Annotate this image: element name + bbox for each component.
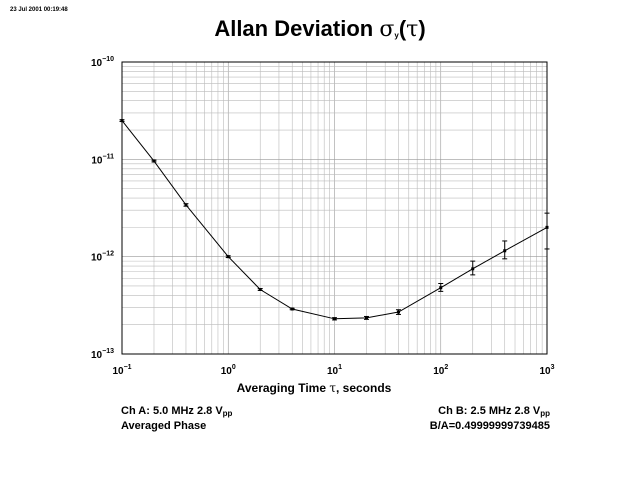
data-point [439, 286, 443, 290]
x-tick-label: 103 [539, 364, 554, 377]
xlabel-pre: Averaging Time [236, 381, 330, 395]
channel-b-line: Ch B: 2.5 MHz 2.8 Vpp [430, 405, 550, 420]
data-point [396, 310, 400, 314]
data-point [152, 159, 156, 163]
chart-title: Allan Deviation σy(τ) [0, 16, 640, 42]
x-axis-label: Averaging Time τ, seconds [0, 381, 628, 395]
timestamp: 23 Jul 2001 00:19:48 [10, 7, 68, 13]
plot-frame [121, 61, 548, 355]
title-sigma: σ [379, 17, 395, 42]
title-tau: τ [406, 17, 419, 42]
data-series [119, 119, 550, 321]
channel-a-line: Ch A: 5.0 MHz 2.8 Vpp [121, 405, 232, 420]
y-tick-label: 10−10 [91, 56, 114, 69]
grid [121, 62, 547, 355]
data-point [120, 119, 124, 123]
title-subscript: y [394, 31, 399, 40]
data-point [226, 255, 230, 259]
y-tick-label: 10−12 [91, 251, 114, 264]
tick-labels: 10−1 100 101 102 103 10−10 10−11 10−12 10−13 [91, 56, 555, 377]
channel-a-sub: pp [222, 409, 233, 418]
channel-a-text: Ch A: 5.0 MHz 2.8 V [121, 405, 223, 417]
y-tick-label: 10−13 [91, 348, 114, 361]
data-point [333, 317, 336, 321]
data-point [184, 203, 188, 207]
title-open-paren: ( [398, 16, 407, 41]
xlabel-tau: τ [329, 381, 336, 395]
title-text: Allan Deviation [214, 16, 380, 41]
channel-b-info: Ch B: 2.5 MHz 2.8 Vpp B/A=0.499999997394… [430, 405, 550, 433]
x-tick-label: 101 [327, 364, 342, 377]
x-tick-label: 100 [221, 364, 236, 377]
x-tick-label: 102 [433, 364, 448, 377]
channel-a-info: Ch A: 5.0 MHz 2.8 Vpp Averaged Phase [121, 405, 232, 433]
data-point [258, 287, 262, 291]
averaged-phase: Averaged Phase [121, 420, 207, 432]
x-tick-label: 10−1 [112, 364, 131, 377]
data-point [364, 316, 368, 320]
data-point [503, 249, 507, 253]
title-close-paren: ) [418, 16, 426, 41]
channel-b-sub: pp [540, 409, 550, 418]
xlabel-post: , seconds [335, 381, 392, 395]
data-point [471, 267, 475, 271]
data-point [290, 307, 294, 311]
y-tick-label: 10−11 [91, 153, 114, 166]
ratio-text: B/A=0.49999999739485 [429, 420, 550, 432]
data-point [545, 225, 549, 229]
channel-b-text: Ch B: 2.5 MHz 2.8 V [438, 405, 541, 417]
